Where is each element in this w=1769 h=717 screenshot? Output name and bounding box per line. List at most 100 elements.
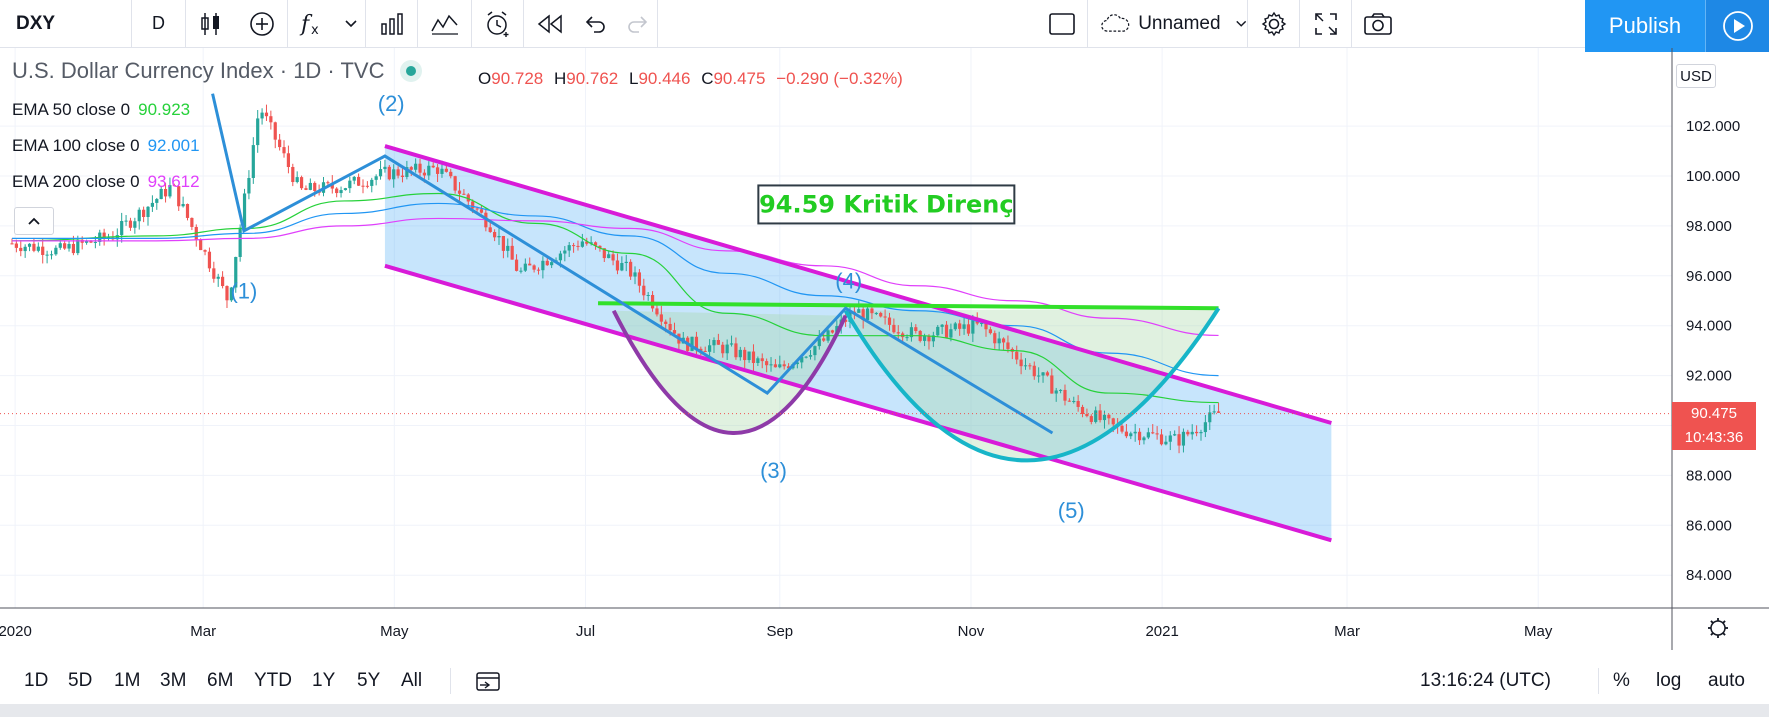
candle-body: [392, 169, 396, 180]
candle-body: [506, 245, 510, 251]
snapshot-button[interactable]: [1352, 0, 1404, 47]
publish-button[interactable]: Publish: [1585, 0, 1705, 52]
candle-body: [185, 203, 190, 218]
candle-body: [980, 322, 984, 324]
y-tick-label: 98.000: [1686, 218, 1732, 235]
countdown-badge: 10:43:36: [1672, 425, 1756, 450]
legend-title[interactable]: U.S. Dollar Currency Index · 1D · TVC: [12, 58, 385, 83]
candle-body: [405, 167, 409, 177]
candle-body: [49, 254, 54, 256]
x-tick-label: Mar: [190, 623, 216, 640]
range-5d[interactable]: 5D: [68, 670, 93, 691]
goto-date-button[interactable]: [474, 660, 502, 702]
candle-body: [339, 190, 343, 194]
redo-button[interactable]: [616, 0, 658, 47]
x-tick-label: 2021: [1145, 623, 1178, 640]
candle-body: [260, 112, 264, 119]
percent-toggle[interactable]: %: [1613, 670, 1630, 691]
add-compare-button[interactable]: [236, 0, 288, 47]
range-1m[interactable]: 1M: [114, 670, 141, 691]
candle-body: [922, 336, 927, 341]
legend-ema-50[interactable]: EMA 50 close 0 90.923: [12, 92, 422, 128]
interval-button[interactable]: D: [132, 0, 186, 47]
candle-body: [747, 351, 751, 361]
candle-body: [958, 323, 962, 329]
candle-body: [510, 245, 514, 260]
range-all[interactable]: All: [401, 670, 423, 691]
range-1d[interactable]: 1D: [24, 670, 49, 691]
publish-options-button[interactable]: [1705, 0, 1769, 52]
x-tick-label: May: [380, 623, 409, 640]
settings-button[interactable]: [1248, 0, 1300, 47]
templates-button[interactable]: [418, 0, 472, 47]
candle-body: [975, 320, 979, 324]
financials-button[interactable]: [366, 0, 418, 47]
candle-body: [453, 176, 457, 191]
legend-ema-100[interactable]: EMA 100 close 0 92.001: [12, 128, 422, 164]
candle-body: [620, 263, 624, 271]
candle-body: [168, 185, 172, 197]
legend-ema-200[interactable]: EMA 200 close 0 93.612: [12, 164, 422, 200]
candle-body: [514, 259, 519, 271]
candle-body: [286, 153, 291, 168]
candle-body: [84, 240, 89, 243]
utc-clock[interactable]: 13:16:24 (UTC): [1420, 670, 1551, 691]
redo-icon: [627, 15, 647, 33]
candle-body: [1190, 431, 1194, 435]
candle-body: [58, 243, 62, 248]
candle-body: [225, 286, 229, 301]
candle-body: [712, 340, 716, 346]
range-5y[interactable]: 5Y: [357, 670, 381, 691]
high-label: H: [553, 69, 567, 88]
candle-body: [1001, 338, 1006, 343]
candle-body: [1098, 410, 1102, 421]
range-6m[interactable]: 6M: [207, 670, 234, 691]
candle-body: [282, 147, 286, 154]
candle-body: [150, 202, 154, 207]
chart-area[interactable]: (1) (2) (3) (4) (5) 94.59 Kritik Direnç 84.00…: [0, 48, 1769, 660]
undo-button[interactable]: [576, 0, 616, 47]
candle-body: [887, 317, 892, 325]
candle-body: [571, 245, 576, 247]
candle-body: [146, 206, 150, 217]
save-layout-button[interactable]: Unnamed: [1088, 0, 1248, 47]
candle-body: [203, 250, 207, 252]
candle-body: [865, 308, 870, 321]
log-toggle[interactable]: log: [1656, 670, 1682, 691]
candle-body: [273, 122, 277, 140]
candle-body: [370, 179, 374, 186]
chevron-down-icon: [344, 19, 357, 27]
indicators-dropdown[interactable]: [336, 0, 366, 47]
legend-collapse-button[interactable]: [14, 207, 54, 235]
candle-body: [751, 351, 756, 363]
ema-line-200: [12, 217, 1219, 337]
y-tick-label: 96.000: [1686, 268, 1732, 285]
replay-button[interactable]: [524, 0, 576, 47]
candle-body: [229, 287, 233, 301]
candle-body: [655, 308, 659, 315]
grid-lines: [0, 48, 1672, 608]
chart-type-button[interactable]: [186, 0, 236, 47]
layout-select-button[interactable]: [1036, 0, 1088, 47]
candle-body: [163, 188, 168, 197]
candle-body: [523, 263, 527, 271]
auto-toggle[interactable]: auto: [1708, 670, 1745, 691]
candle-body: [435, 167, 440, 174]
candle-body: [1124, 431, 1129, 437]
bars-indicator-icon: [380, 12, 403, 35]
fullscreen-button[interactable]: [1300, 0, 1352, 47]
candle-body: [909, 327, 914, 338]
symbol-search[interactable]: DXY: [0, 0, 132, 47]
currency-badge[interactable]: USD: [1676, 64, 1716, 88]
candle-body: [212, 268, 216, 279]
range-1y[interactable]: 1Y: [312, 670, 336, 691]
candle-body: [962, 324, 966, 329]
candle-body: [624, 261, 628, 264]
alert-button[interactable]: [472, 0, 524, 47]
range-ytd[interactable]: YTD: [254, 670, 292, 691]
candle-body: [874, 312, 878, 314]
range-3m[interactable]: 3M: [160, 670, 187, 691]
y-tick-label: 92.000: [1686, 368, 1732, 385]
candle-body: [1146, 432, 1150, 438]
